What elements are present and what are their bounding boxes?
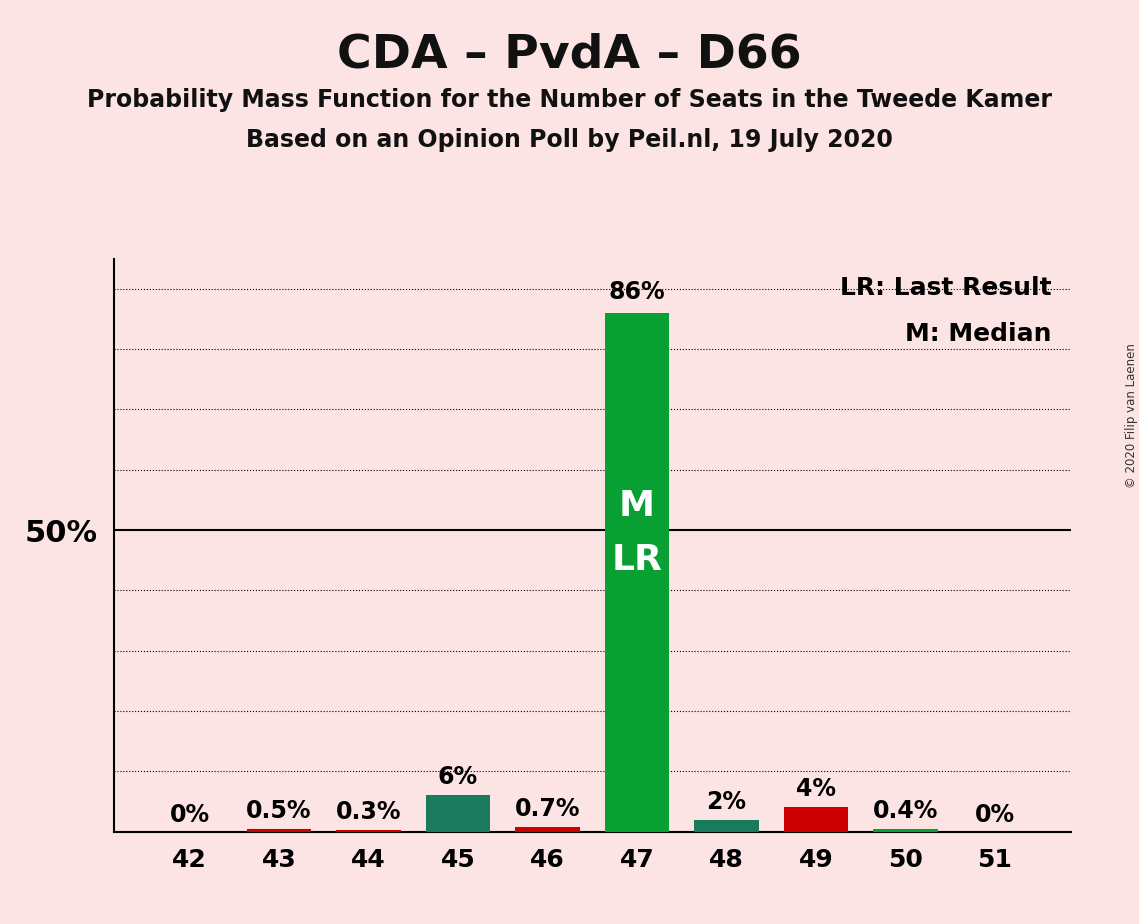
Text: LR: Last Result: LR: Last Result xyxy=(839,276,1051,300)
Text: 0.4%: 0.4% xyxy=(872,799,939,823)
Text: M: M xyxy=(618,489,655,523)
Text: 86%: 86% xyxy=(608,280,665,304)
Text: 0.5%: 0.5% xyxy=(246,798,312,822)
Text: 4%: 4% xyxy=(796,777,836,801)
Text: LR: LR xyxy=(612,543,663,578)
Bar xyxy=(605,313,670,832)
Text: 6%: 6% xyxy=(439,765,478,789)
Text: Probability Mass Function for the Number of Seats in the Tweede Kamer: Probability Mass Function for the Number… xyxy=(87,88,1052,112)
Text: © 2020 Filip van Laenen: © 2020 Filip van Laenen xyxy=(1124,344,1138,488)
Bar xyxy=(874,829,937,832)
Bar xyxy=(515,827,580,832)
Bar xyxy=(426,796,490,832)
Text: 0%: 0% xyxy=(975,803,1015,827)
Text: 0%: 0% xyxy=(170,803,210,827)
Bar xyxy=(336,830,401,832)
Bar xyxy=(695,820,759,832)
Text: 2%: 2% xyxy=(706,789,746,813)
Bar xyxy=(784,808,849,832)
Bar xyxy=(247,829,311,832)
Text: Based on an Opinion Poll by Peil.nl, 19 July 2020: Based on an Opinion Poll by Peil.nl, 19 … xyxy=(246,128,893,152)
Text: 0.7%: 0.7% xyxy=(515,797,580,821)
Text: 0.3%: 0.3% xyxy=(336,800,401,824)
Text: CDA – PvdA – D66: CDA – PvdA – D66 xyxy=(337,32,802,78)
Text: M: Median: M: Median xyxy=(906,322,1051,346)
